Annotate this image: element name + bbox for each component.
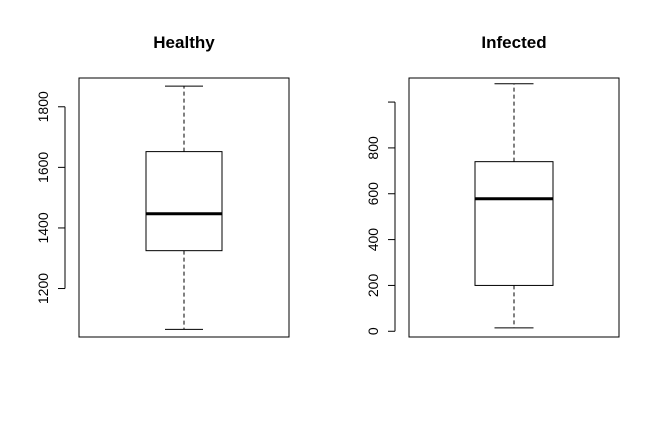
panel-infected: Infected 0 200 400 600 800 <box>365 33 620 338</box>
y-tick-label: 600 <box>365 182 381 206</box>
y-tick-label: 1200 <box>35 273 51 304</box>
iqr-box <box>474 161 554 286</box>
y-tick-label: 1600 <box>35 152 51 183</box>
y-tick-label: 200 <box>365 274 381 298</box>
y-tick-label: 1800 <box>35 91 51 122</box>
chart-title: Infected <box>481 33 546 52</box>
y-tick-label: 400 <box>365 228 381 252</box>
y-tick-label: 0 <box>365 327 381 335</box>
iqr-box <box>145 151 223 252</box>
plot-frame <box>408 77 620 338</box>
chart-title: Healthy <box>153 33 215 52</box>
plot-frame <box>78 77 290 338</box>
y-tick-label: 800 <box>365 136 381 160</box>
y-tick-label: 1400 <box>35 212 51 243</box>
panel-healthy: Healthy 1200 1400 1600 1800 <box>35 33 290 338</box>
